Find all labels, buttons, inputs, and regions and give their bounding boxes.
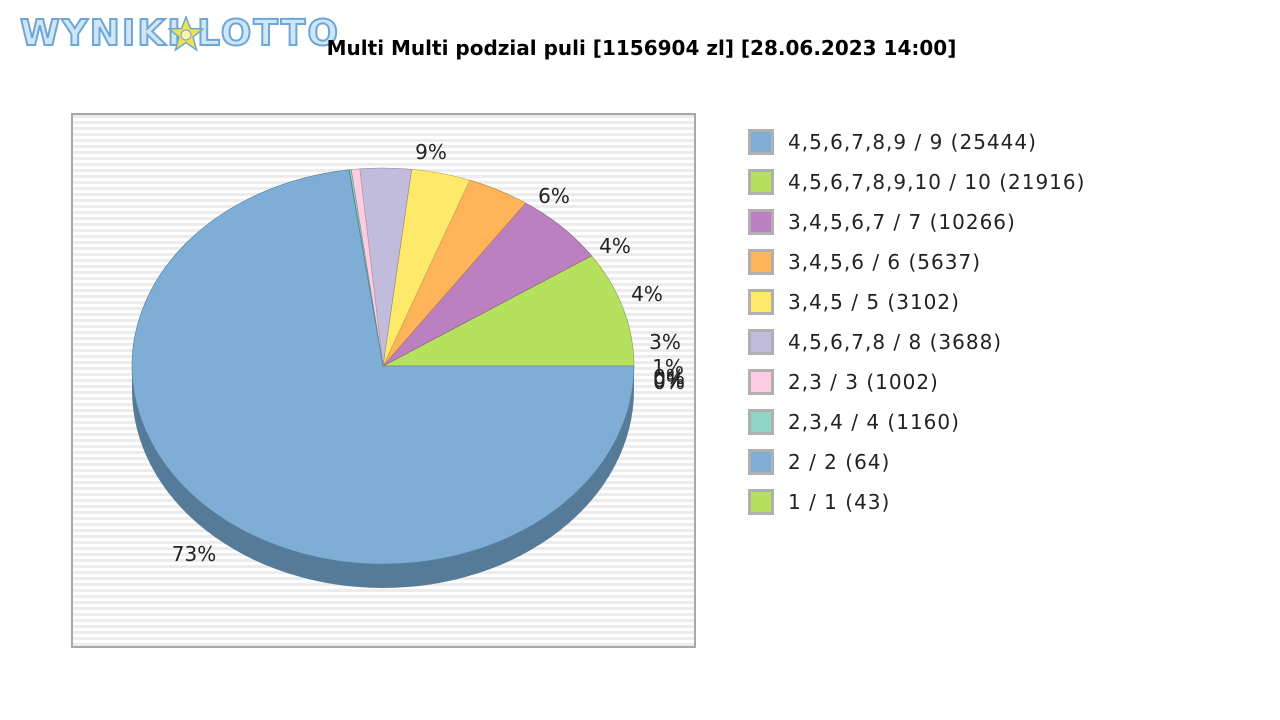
legend-label: 2 / 2 (64) [788,450,891,474]
slice-percent-label-8: 0% [653,365,685,389]
legend-swatch [748,449,774,475]
chart-title-text: Multi Multi podzial puli [1156904 zl] [2… [326,36,957,60]
legend-label: 3,4,5,6,7 / 7 (10266) [788,210,1016,234]
legend-swatch [748,129,774,155]
legend-item-1[interactable]: 4,5,6,7,8,9 / 9 (25444) [748,122,1085,162]
legend-item-4[interactable]: 3,4,5,6 / 6 (5637) [748,242,1085,282]
legend-label: 4,5,6,7,8 / 8 (3688) [788,330,1003,354]
slice-percent-label-3: 6% [538,184,570,208]
slice-percent-label-2: 9% [415,140,447,164]
legend-swatch [748,409,774,435]
pie-slice-1[interactable] [131,169,635,565]
legend-label: 3,4,5 / 5 (3102) [788,290,960,314]
legend-label: 4,5,6,7,8,9,10 / 10 (21916) [788,170,1086,194]
legend-swatch [748,249,774,275]
slice-percent-label-7: 1% [652,355,684,379]
legend-item-6[interactable]: 4,5,6,7,8 / 8 (3688) [748,322,1085,362]
pie-labels: 73%9%6%4%4%3%1%0%0%0% [172,140,685,566]
slice-percent-label-10: 0% [653,370,685,394]
legend-item-2[interactable]: 4,5,6,7,8,9,10 / 10 (21916) [748,162,1085,202]
slice-percent-label-4: 4% [599,234,631,258]
legend-item-9[interactable]: 2 / 2 (64) [748,442,1085,482]
legend-swatch [748,369,774,395]
pie-top [131,167,635,565]
legend-label: 4,5,6,7,8,9 / 9 (25444) [788,130,1037,154]
legend-item-10[interactable]: 1 / 1 (43) [748,482,1085,522]
legend-label: 1 / 1 (43) [788,490,891,514]
legend-swatch [748,329,774,355]
slice-percent-label-9: 0% [653,368,685,392]
legend-label: 3,4,5,6 / 6 (5637) [788,250,982,274]
legend-item-7[interactable]: 2,3 / 3 (1002) [748,362,1085,402]
legend-label: 2,3,4 / 4 (1160) [788,410,960,434]
legend-swatch [748,209,774,235]
pie-slice-2[interactable] [382,255,635,367]
slice-percent-label-6: 3% [649,330,681,354]
wyniki-lotto-logo[interactable]: WYNIKI LOTTO [19,10,339,58]
legend-swatch [748,169,774,195]
legend-item-8[interactable]: 2,3,4 / 4 (1160) [748,402,1085,442]
slice-percent-label-5: 4% [631,282,663,306]
chart-title: Multi Multi podzial puli [1156904 zl] [2… [0,36,1280,60]
legend-swatch [748,489,774,515]
slice-percent-label-1: 73% [172,542,216,566]
legend-label: 2,3 / 3 (1002) [788,370,939,394]
chart-legend: 4,5,6,7,8,9 / 9 (25444) 4,5,6,7,8,9,10 / … [748,122,1085,522]
legend-item-3[interactable]: 3,4,5,6,7 / 7 (10266) [748,202,1085,242]
star-icon [168,16,204,52]
legend-swatch [748,289,774,315]
legend-item-5[interactable]: 3,4,5 / 5 (3102) [748,282,1085,322]
